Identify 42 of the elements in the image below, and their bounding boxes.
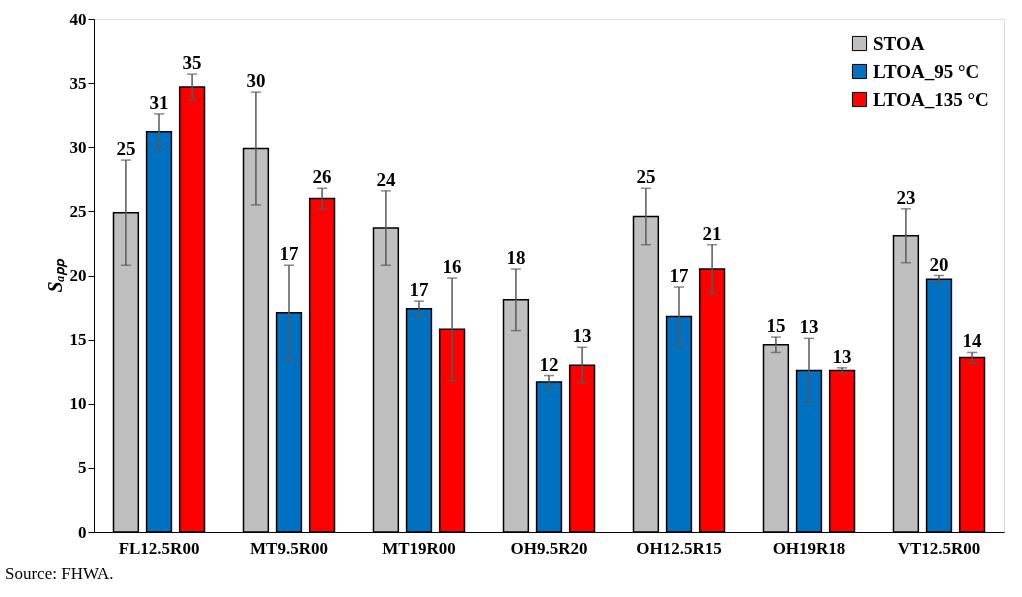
legend-label: LTOA_95 °C bbox=[873, 60, 980, 82]
y-tick-label: 35 bbox=[69, 73, 87, 93]
data-label: 13 bbox=[799, 316, 819, 338]
data-label: 18 bbox=[506, 247, 526, 269]
data-label: 15 bbox=[766, 315, 786, 337]
y-tick-label: 20 bbox=[69, 266, 87, 285]
y-axis-title: Sₐₚₚ bbox=[43, 258, 68, 293]
y-tick-label: 30 bbox=[69, 137, 87, 157]
data-label: 26 bbox=[312, 166, 332, 188]
x-tick-label: VT12.5R00 bbox=[897, 538, 981, 558]
data-label: 13 bbox=[572, 325, 592, 347]
source-note: Source: FHWA. bbox=[5, 564, 114, 583]
y-tick-label: 40 bbox=[69, 9, 87, 29]
data-label: 23 bbox=[896, 186, 916, 208]
x-tick-label: OH9.5R20 bbox=[510, 538, 588, 558]
y-tick-label: 0 bbox=[78, 522, 87, 542]
x-tick-label: MT9.5R00 bbox=[250, 538, 328, 558]
y-tick-label: 10 bbox=[69, 394, 87, 414]
data-label: 12 bbox=[539, 353, 559, 375]
x-tick-label: OH19R18 bbox=[772, 538, 846, 558]
data-label: 17 bbox=[279, 243, 299, 265]
data-label: 14 bbox=[962, 330, 983, 352]
data-label: 17 bbox=[669, 265, 689, 287]
legend-label: LTOA_135 °C bbox=[873, 88, 989, 110]
data-label: 25 bbox=[116, 138, 136, 160]
y-tick-label: 5 bbox=[78, 458, 87, 478]
legend-label: STOA bbox=[873, 32, 925, 54]
data-label: 31 bbox=[149, 91, 169, 113]
y-tick-label: 15 bbox=[69, 330, 87, 350]
x-tick-label: MT19R00 bbox=[382, 538, 456, 558]
data-label: 17 bbox=[409, 279, 429, 301]
data-label: 25 bbox=[636, 166, 656, 188]
data-label: 21 bbox=[702, 222, 722, 244]
data-label: 20 bbox=[929, 253, 949, 275]
x-tick-label: FL12.5R00 bbox=[118, 538, 200, 558]
data-label: 30 bbox=[246, 70, 266, 92]
data-label: 24 bbox=[376, 168, 396, 190]
data-label: 13 bbox=[832, 345, 852, 367]
data-label: 35 bbox=[182, 52, 202, 74]
x-tick-label: OH12.5R15 bbox=[636, 538, 722, 558]
y-tick-label: 25 bbox=[69, 201, 87, 221]
data-label: 16 bbox=[442, 256, 462, 278]
